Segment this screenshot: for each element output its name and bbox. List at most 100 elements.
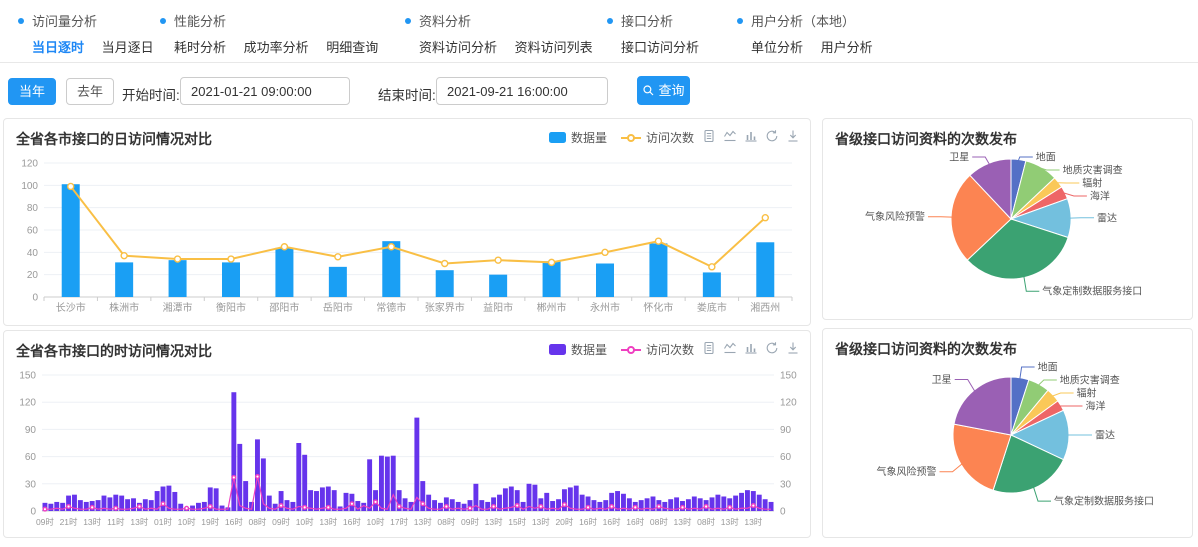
svg-text:0: 0 — [30, 507, 36, 518]
data-view-icon[interactable] — [702, 129, 716, 143]
nav-item-user-analysis[interactable]: 用户分析 — [821, 40, 873, 55]
svg-text:怀化市: 怀化市 — [643, 301, 673, 314]
bullet-icon — [607, 18, 613, 24]
svg-text:100: 100 — [21, 181, 38, 192]
svg-text:地面: 地面 — [1038, 361, 1058, 374]
svg-text:09时: 09时 — [272, 517, 290, 527]
svg-text:30: 30 — [25, 479, 37, 490]
search-button[interactable]: 查询 — [637, 76, 690, 105]
svg-text:邵阳市: 邵阳市 — [269, 301, 299, 314]
svg-text:90: 90 — [780, 425, 792, 436]
svg-text:60: 60 — [25, 452, 37, 463]
svg-text:地面: 地面 — [1036, 151, 1056, 164]
svg-text:17时: 17时 — [390, 517, 408, 527]
svg-text:16时: 16时 — [626, 517, 644, 527]
svg-text:益阳市: 益阳市 — [483, 301, 513, 314]
svg-text:永州市: 永州市 — [590, 301, 620, 314]
refresh-icon[interactable] — [765, 341, 779, 355]
line-chart-icon[interactable] — [723, 341, 737, 355]
line-chart-icon[interactable] — [723, 129, 737, 143]
svg-text:13时: 13时 — [721, 517, 739, 527]
nav-item-success-rate[interactable]: 成功率分析 — [244, 40, 309, 55]
access-count-pie-chart: 地面地质灾害调查辐射海洋雷达气象定制数据服务接口气象风险预警卫星 — [831, 149, 1186, 317]
svg-text:10时: 10时 — [178, 517, 196, 527]
svg-text:海洋: 海洋 — [1086, 400, 1106, 413]
svg-text:01时: 01时 — [154, 517, 172, 527]
chart-toolbox — [702, 341, 800, 355]
refresh-icon[interactable] — [765, 129, 779, 143]
svg-text:20: 20 — [27, 270, 39, 281]
svg-text:13时: 13时 — [674, 517, 692, 527]
top-nav: 访问量分析 当日逐时 当月逐日 性能分析 耗时分析 成功率分析 明细查询 资料分… — [0, 0, 1198, 63]
nav-item-month-daily[interactable]: 当月逐日 — [102, 40, 154, 55]
provincial-access-pie-card-2: 省级接口访问资料的次数发布 地面地质灾害调查辐射海洋雷达气象定制数据服务接口气象… — [822, 328, 1193, 538]
daily-combo-chart: 020406080100120长沙市株洲市湘潭市衡阳市邵阳市岳阳市常德市张家界市… — [10, 153, 806, 321]
svg-text:卫星: 卫星 — [949, 152, 969, 164]
provincial-access-pie-card-1: 省级接口访问资料的次数发布 地面地质灾害调查辐射海洋雷达气象定制数据服务接口气象… — [822, 118, 1193, 320]
legend-item-data-volume[interactable]: 数据量 — [549, 341, 607, 358]
data-view-icon[interactable] — [702, 341, 716, 355]
legend-bar-swatch — [549, 132, 566, 143]
svg-text:13时: 13时 — [83, 517, 101, 527]
nav-item-detail-query[interactable]: 明细查询 — [326, 40, 378, 55]
bullet-icon — [160, 18, 166, 24]
hourly-access-card: 全省各市接口的时访问情况对比 数据量 访问次数 0030306060909012… — [3, 330, 811, 538]
nav-group-title: 资料分析 — [405, 11, 607, 30]
svg-text:120: 120 — [19, 398, 36, 409]
access-count-pie-chart: 地面地质灾害调查辐射海洋雷达气象定制数据服务接口气象风险预警卫星 — [831, 359, 1186, 533]
svg-text:辐射: 辐射 — [1082, 177, 1102, 190]
end-time-input[interactable] — [436, 77, 608, 105]
legend-item-visit-count[interactable]: 访问次数 — [621, 129, 694, 146]
svg-text:120: 120 — [780, 398, 797, 409]
bar-chart-icon[interactable] — [744, 341, 758, 355]
svg-text:13时: 13时 — [485, 517, 503, 527]
svg-text:15时: 15时 — [508, 517, 526, 527]
nav-item-time-cost[interactable]: 耗时分析 — [174, 40, 226, 55]
chart-legend: 数据量 访问次数 — [549, 341, 694, 358]
chart-title: 省级接口访问资料的次数发布 — [835, 129, 1017, 149]
nav-item-data-access-list[interactable]: 资料访问列表 — [515, 40, 593, 55]
svg-text:雷达: 雷达 — [1095, 430, 1115, 442]
svg-text:90: 90 — [25, 425, 37, 436]
legend-line-swatch — [621, 349, 641, 351]
svg-text:09时: 09时 — [36, 517, 54, 527]
download-icon[interactable] — [786, 129, 800, 143]
nav-item-data-access-analysis[interactable]: 资料访问分析 — [419, 40, 497, 55]
svg-text:湘潭市: 湘潭市 — [163, 301, 193, 314]
nav-item-today-hourly[interactable]: 当日逐时 — [32, 40, 84, 55]
svg-text:卫星: 卫星 — [932, 374, 952, 386]
chart-legend: 数据量 访问次数 — [549, 129, 694, 146]
nav-group-title: 访问量分析 — [18, 11, 168, 30]
download-icon[interactable] — [786, 341, 800, 355]
legend-item-visit-count[interactable]: 访问次数 — [621, 341, 694, 358]
svg-text:08时: 08时 — [248, 517, 266, 527]
svg-text:岳阳市: 岳阳市 — [323, 301, 353, 314]
start-time-label: 开始时间: — [122, 84, 180, 104]
svg-text:雷达: 雷达 — [1097, 212, 1117, 224]
svg-text:13时: 13时 — [319, 517, 337, 527]
svg-text:娄底市: 娄底市 — [697, 301, 727, 314]
chart-toolbox — [702, 129, 800, 143]
svg-text:湘西州: 湘西州 — [750, 301, 780, 314]
svg-text:30: 30 — [780, 479, 792, 490]
this-year-button[interactable]: 当年 — [8, 78, 56, 105]
svg-text:80: 80 — [27, 203, 39, 214]
bar-chart-icon[interactable] — [744, 129, 758, 143]
nav-group-interface-analysis: 接口分析 接口访问分析 — [607, 11, 713, 56]
last-year-button[interactable]: 去年 — [66, 78, 114, 105]
svg-text:150: 150 — [19, 371, 36, 382]
nav-item-interface-access-analysis[interactable]: 接口访问分析 — [621, 40, 699, 55]
svg-text:40: 40 — [27, 248, 39, 259]
nav-group-visit-analysis: 访问量分析 当日逐时 当月逐日 — [18, 11, 168, 56]
svg-text:150: 150 — [780, 371, 797, 382]
search-icon — [642, 84, 655, 97]
svg-text:08时: 08时 — [650, 517, 668, 527]
end-time-label: 结束时间: — [378, 84, 436, 104]
nav-item-unit-analysis[interactable]: 单位分析 — [751, 40, 803, 55]
legend-item-data-volume[interactable]: 数据量 — [549, 129, 607, 146]
nav-group-title: 性能分析 — [160, 11, 392, 30]
chart-title: 全省各市接口的时访问情况对比 — [16, 341, 212, 361]
start-time-input[interactable] — [180, 77, 350, 105]
svg-text:08时: 08时 — [697, 517, 715, 527]
svg-text:13时: 13时 — [532, 517, 550, 527]
